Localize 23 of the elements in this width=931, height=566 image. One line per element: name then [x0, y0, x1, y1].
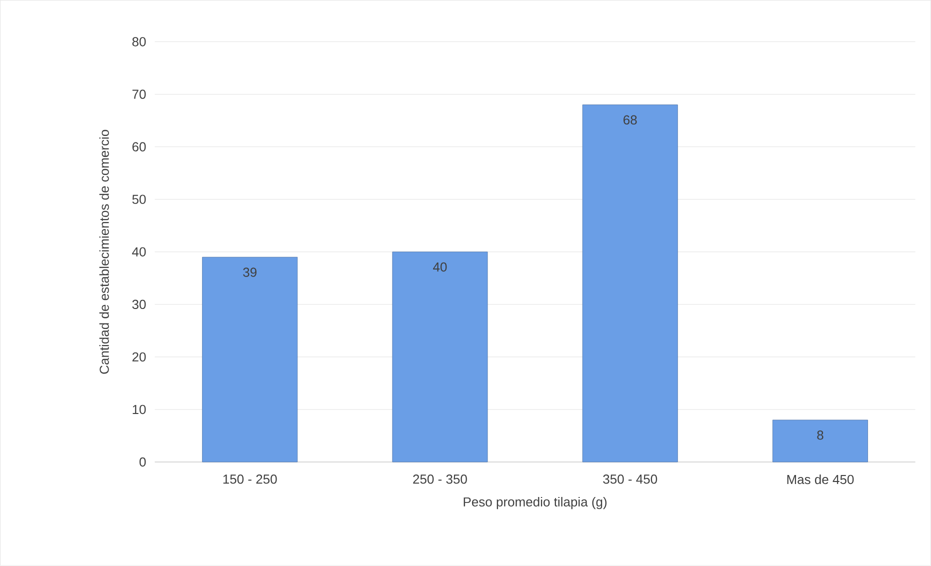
bar [202, 257, 298, 462]
y-tick-label: 60 [132, 142, 146, 152]
data-label: 40 [433, 262, 447, 272]
data-label: 8 [817, 430, 824, 440]
bar [772, 420, 868, 462]
x-tick-label: 350 - 450 [603, 474, 658, 484]
y-tick-label: 80 [132, 37, 146, 46]
y-tick-label: 0 [140, 458, 146, 467]
x-tick-label: Mas de 450 [787, 474, 854, 484]
y-axis-title: Cantidad de establecimientos de comercio [99, 130, 109, 374]
x-tick-label: 150 - 250 [223, 474, 277, 484]
bar [392, 252, 488, 462]
y-tick-label: 40 [132, 247, 146, 257]
bar [582, 104, 678, 462]
y-tick-label: 70 [132, 90, 146, 99]
x-axis-title: Peso promedio tilapia (g) [464, 497, 607, 510]
y-tick-label: 10 [132, 404, 146, 414]
y-tick-label: 20 [132, 352, 146, 362]
y-tick-label: 30 [132, 300, 146, 310]
data-label: 68 [624, 115, 637, 125]
data-label: 39 [243, 268, 256, 277]
x-tick-label: 250 - 350 [413, 474, 467, 484]
y-tick-label: 50 [132, 194, 146, 204]
